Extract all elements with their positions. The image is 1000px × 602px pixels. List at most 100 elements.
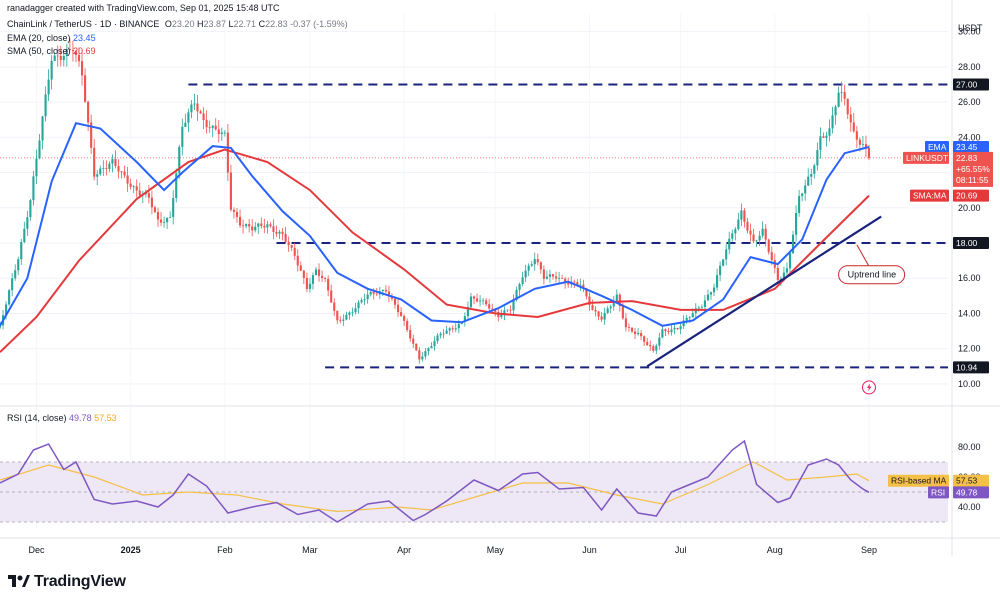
candle [156,207,160,227]
lightning-icon[interactable] [862,380,876,395]
candle-body [175,173,178,199]
candle-body [123,171,126,176]
time-tick-label: Feb [217,545,233,555]
candle-body [96,174,99,177]
candle-body [831,115,834,129]
symbol-header[interactable]: ChainLink / TetherUS · 1D · BINANCE O23.… [7,19,348,30]
candle [345,311,348,321]
candle-body [50,60,53,80]
ohlc-o-label: O [164,19,172,29]
candle-body [451,328,454,330]
candle-body [254,226,257,231]
candle [59,45,62,67]
candle [554,271,558,283]
candle [612,296,615,311]
candle-body [336,310,339,321]
candle [223,129,226,137]
candle [254,221,257,233]
candle [278,229,281,239]
candle-body [597,311,600,317]
candle [795,205,798,242]
candle [184,113,187,127]
candle-body [819,136,822,151]
candle-body [782,272,785,279]
candle-body [138,190,141,196]
uptrend-callout[interactable] [838,265,906,285]
candle-body [406,320,409,330]
candle-body [193,103,196,105]
candle [333,298,336,316]
tradingview-watermark[interactable]: TradingView [8,573,126,593]
candle-body [129,183,132,187]
candle [846,98,849,120]
candle [752,228,755,244]
candle [305,272,308,293]
candle [548,269,552,283]
candle [181,118,184,156]
candle-body [0,325,2,328]
sma-line [0,148,870,353]
price-value-line: 22.83 [956,153,978,163]
candle-body [178,146,181,174]
candle [725,243,728,266]
candle-body [716,275,719,288]
candle-body [679,326,682,330]
candle [479,295,482,307]
candle [609,304,612,314]
candle-body [795,212,798,235]
level-label-10.94-box [953,361,989,374]
ema-legend[interactable]: EMA (20, close) 23.45 [7,33,96,44]
candle-body [640,333,643,337]
ema-axis-name-box [925,140,949,153]
candle-body [393,298,397,305]
candle-body [725,249,728,260]
candle-body [542,269,545,279]
rsi-legend[interactable]: RSI (14, close) 49.78 57.53 [7,413,117,424]
candle-body [184,122,187,127]
candle [299,261,302,272]
candle [679,322,682,335]
candle-body [214,125,217,130]
candle [427,347,430,356]
candle [196,95,199,121]
rsi-axis-name-box [928,486,949,499]
candle-body [816,150,819,166]
candle [248,219,251,233]
candle-body [825,135,828,138]
candle-body [269,224,272,227]
price-value-line: 08:11:55 [956,175,989,185]
candle [111,154,114,173]
candle [114,150,117,169]
candle-body [469,296,473,308]
candle [676,327,679,330]
candle-body [327,278,330,291]
candle [257,222,260,235]
candle [807,168,810,187]
price-tick-label: 14.00 [958,308,981,318]
candle-body [105,168,108,169]
candle-body [618,294,621,306]
candle [819,127,822,159]
rsi-ma-axis-name-box [888,474,949,487]
candle [351,307,354,317]
candle-body [752,234,755,242]
candle-body [843,92,846,99]
candle-body [363,299,366,301]
ema-axis-value-text: 23.45 [956,142,978,152]
candle-body [479,300,482,302]
candle [451,325,454,333]
candle-body [26,217,29,229]
candle [26,210,29,236]
candle [506,309,509,313]
sma-legend[interactable]: SMA (50, close) 20.69 [7,46,96,57]
candle-body [275,231,278,234]
candle [536,253,539,266]
candle-body [643,336,646,342]
candle-body [384,289,387,292]
candle [77,47,81,67]
candle-body [202,113,205,121]
candle-body [539,262,542,270]
candle [96,170,99,186]
uptrend-line[interactable] [646,215,882,368]
